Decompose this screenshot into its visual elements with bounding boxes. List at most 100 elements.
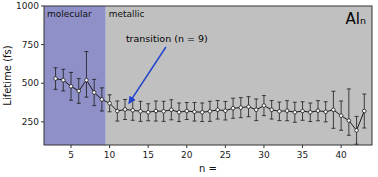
data-point — [231, 106, 235, 110]
data-point — [293, 110, 297, 114]
y-tick-label: 750 — [22, 40, 39, 50]
data-point — [278, 110, 282, 114]
x-tick-label: 25 — [220, 150, 231, 160]
data-point — [339, 114, 343, 118]
data-point — [308, 110, 312, 114]
y-tick — [41, 83, 44, 84]
data-point — [154, 109, 158, 113]
error-bar — [362, 94, 366, 128]
y-tick — [41, 6, 44, 7]
error-bar — [192, 103, 196, 122]
data-point — [92, 91, 96, 95]
annotation-text: transition (n = 9) — [126, 33, 208, 44]
y-tick-label: 250 — [22, 117, 39, 127]
error-bar — [308, 103, 312, 122]
data-point — [247, 105, 251, 109]
error-bar — [247, 97, 251, 117]
error-bar — [277, 102, 281, 121]
data-point — [170, 108, 174, 112]
x-tick — [302, 145, 303, 148]
y-tick-label: 1000 — [16, 1, 39, 11]
error-bar — [77, 79, 81, 104]
error-bar — [138, 101, 142, 121]
error-bar — [254, 99, 258, 121]
x-tick — [186, 145, 187, 148]
error-bar — [69, 72, 73, 100]
data-point — [262, 104, 266, 108]
error-bar — [231, 98, 235, 118]
error-bar — [208, 101, 212, 121]
annotation-arrow — [129, 47, 166, 103]
data-point — [185, 109, 189, 113]
plot-area — [44, 6, 372, 145]
x-tick — [148, 145, 149, 148]
error-bar — [177, 103, 181, 122]
data-point — [146, 110, 150, 114]
x-tick-label: 10 — [104, 150, 116, 160]
data-point — [285, 109, 289, 113]
error-bar — [355, 116, 359, 144]
data-point — [239, 106, 243, 110]
region-label: metallic — [109, 9, 145, 19]
error-bar — [239, 98, 243, 118]
data-point — [200, 110, 204, 114]
error-bar — [339, 101, 343, 130]
x-tick — [263, 145, 264, 148]
data-point — [324, 110, 328, 114]
error-bar — [216, 101, 220, 120]
x-tick-label: 15 — [142, 150, 153, 160]
x-tick-label: 40 — [335, 150, 347, 160]
x-tick-label: 30 — [258, 150, 270, 160]
chart: 5 10 15 20 25 30 35 40 250 500 750 1000 n = Lifetime … — [0, 0, 378, 177]
error-bar — [200, 103, 204, 122]
error-bar — [146, 104, 150, 121]
data-point — [208, 110, 212, 114]
data-point — [85, 78, 89, 82]
data-point — [131, 108, 135, 112]
data-point — [347, 119, 351, 123]
data-point — [270, 108, 274, 112]
error-bar — [169, 100, 173, 120]
error-bar — [92, 79, 96, 105]
x-axis-label: n = — [199, 163, 217, 174]
data-point — [362, 109, 366, 113]
x-tick — [71, 145, 72, 148]
error-bar — [262, 96, 266, 116]
y-tick — [41, 44, 44, 45]
region-label: molecular — [47, 9, 92, 19]
error-bar — [331, 91, 335, 128]
x-tick-label: 20 — [181, 150, 193, 160]
y-tick-label: 500 — [22, 78, 39, 88]
error-bar — [270, 101, 274, 120]
error-bar — [301, 102, 305, 121]
error-bar — [162, 101, 166, 121]
error-bar — [316, 101, 320, 121]
data-point — [162, 110, 166, 114]
data-point — [301, 109, 305, 113]
error-bar — [108, 95, 112, 112]
data-point — [193, 110, 197, 114]
error-bar — [84, 52, 88, 98]
error-bar — [123, 99, 127, 119]
x-tick-label: 5 — [68, 150, 74, 160]
x-tick-label: 35 — [297, 150, 308, 160]
region-background — [44, 6, 106, 145]
x-tick — [109, 145, 110, 148]
plot-frame — [44, 6, 372, 145]
region-background — [106, 6, 372, 145]
data-point — [332, 108, 336, 112]
data-point — [224, 109, 228, 113]
data-line — [56, 79, 365, 131]
error-bar — [293, 102, 297, 122]
data-point — [108, 102, 112, 106]
error-bar — [61, 69, 65, 91]
error-bar — [223, 101, 227, 120]
error-bar — [100, 88, 104, 111]
error-bar — [324, 102, 328, 122]
error-bar — [54, 68, 58, 90]
error-bar — [131, 100, 135, 120]
data-point — [123, 108, 127, 112]
error-bar — [347, 89, 351, 135]
data-point — [116, 109, 120, 113]
y-axis-label: Lifetime (fs) — [2, 45, 13, 105]
